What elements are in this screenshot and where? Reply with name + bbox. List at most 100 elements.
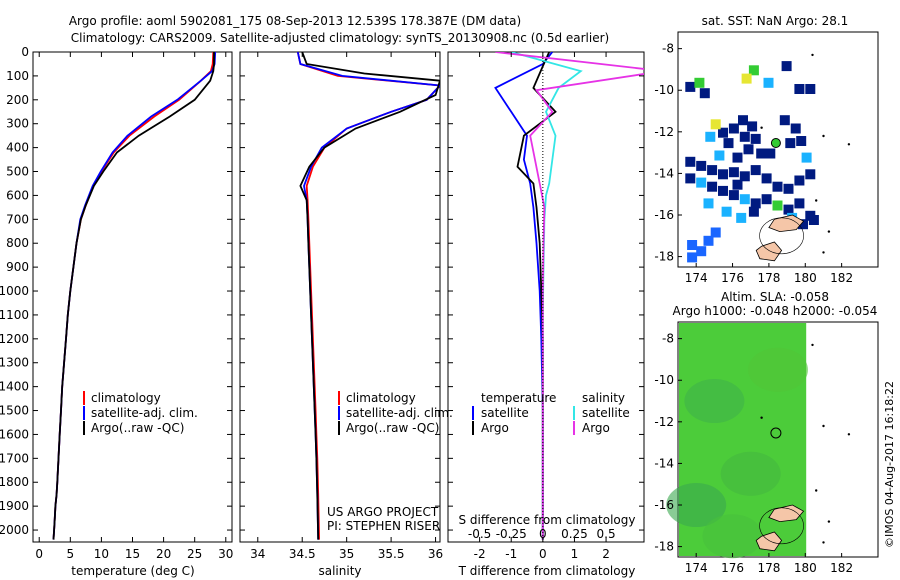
islet bbox=[847, 143, 851, 146]
series-line-salinity-2 bbox=[299, 52, 440, 540]
islet bbox=[815, 489, 818, 492]
x-tick-label: 0 bbox=[35, 547, 43, 561]
sst-cell bbox=[790, 123, 801, 134]
map-x-tick-label: 174 bbox=[685, 561, 708, 575]
island-shape bbox=[768, 504, 805, 523]
map-x-tick-label: 182 bbox=[830, 561, 853, 575]
legend-label-satellite: satellite-adj. clim. bbox=[346, 406, 453, 420]
sst-cell bbox=[728, 167, 739, 178]
legend-head-salinity: salinity bbox=[582, 391, 625, 405]
sla-anomaly-patch bbox=[684, 379, 745, 423]
credit-pi: PI: STEPHEN RISER bbox=[327, 519, 440, 533]
sla-anomaly-patch bbox=[720, 451, 781, 496]
x-tick-label: -1 bbox=[505, 547, 517, 561]
sst-cell bbox=[743, 144, 754, 155]
sst-cell bbox=[718, 185, 728, 196]
x-tick-label: 20 bbox=[156, 547, 171, 561]
difference-xlabel: T difference from climatology bbox=[458, 564, 636, 578]
map-y-tick-label: -10 bbox=[654, 83, 674, 97]
islet bbox=[760, 126, 763, 129]
map-y-tick-label: -14 bbox=[654, 166, 674, 180]
y-tick-label: 300 bbox=[6, 117, 29, 131]
x-tick-label: 35.5 bbox=[378, 547, 405, 561]
contour-line bbox=[759, 217, 804, 255]
map-y-tick-label: -12 bbox=[654, 415, 674, 429]
sst-cell bbox=[699, 88, 710, 99]
map-x-tick-label: 176 bbox=[721, 561, 744, 575]
sst-cell bbox=[763, 77, 774, 88]
sst-cell bbox=[685, 173, 696, 184]
y-tick-label: 1300 bbox=[0, 356, 29, 370]
sla-map-title: Altim. SLA: -0.058 bbox=[721, 290, 829, 304]
y-tick-label: 1100 bbox=[0, 308, 29, 322]
map-x-tick-label: 174 bbox=[685, 271, 708, 285]
difference-legend: temperature salinity satellite Argo sate… bbox=[472, 391, 630, 435]
difference-panel: -2 -1 0 1 2 S difference from climatology -0… bbox=[447, 51, 645, 578]
x-tick-label: 35 bbox=[339, 547, 354, 561]
sst-cell bbox=[761, 194, 772, 205]
map-y-tick-label: -10 bbox=[654, 373, 674, 387]
y-tick-label: 1700 bbox=[0, 451, 29, 465]
x-tick-label: 30 bbox=[218, 547, 233, 561]
sst-cell bbox=[741, 73, 752, 84]
map-y-tick-label: -16 bbox=[654, 498, 674, 512]
y-tick-label: 1000 bbox=[0, 284, 29, 298]
series-line-difference-3 bbox=[495, 52, 644, 540]
difference-xlabel-top: S difference from climatology bbox=[459, 513, 636, 527]
map-y-tick-label: -8 bbox=[662, 42, 674, 56]
imos-watermark: ©IMOS 04-Aug-2017 16:18:22 bbox=[883, 381, 896, 548]
x-tick-label: 2 bbox=[602, 547, 610, 561]
legend-label-argo: Argo(..raw -QC) bbox=[91, 421, 184, 435]
sst-cell bbox=[707, 165, 718, 176]
series-line-temperature-2 bbox=[52, 52, 215, 540]
legend-label-climatology: climatology bbox=[346, 391, 416, 405]
sst-cell bbox=[718, 169, 728, 180]
top-tick-label: -0.5 bbox=[468, 527, 491, 541]
figure-title-line2: Climatology: CARS2009. Satellite-adjuste… bbox=[71, 31, 609, 45]
sst-cell bbox=[738, 115, 748, 126]
top-tick-label: 0.25 bbox=[561, 527, 588, 541]
islet bbox=[822, 541, 825, 544]
y-tick-label: 400 bbox=[6, 141, 29, 155]
islet bbox=[822, 251, 825, 254]
x-tick-label: -2 bbox=[474, 547, 486, 561]
sla-anomaly-patch bbox=[748, 347, 808, 392]
sst-cell bbox=[707, 181, 718, 192]
islet bbox=[811, 343, 814, 347]
salinity-legend: climatology satellite-adj. clim. Argo(..… bbox=[338, 391, 453, 435]
temperature-xlabel: temperature (deg C) bbox=[71, 564, 194, 578]
map-x-tick-label: 182 bbox=[830, 271, 853, 285]
sla-anomaly-patch bbox=[702, 514, 763, 559]
legend-head-temperature: temperature bbox=[481, 391, 556, 405]
island-shape bbox=[755, 241, 783, 262]
sst-cell bbox=[696, 246, 707, 257]
islet bbox=[827, 230, 831, 233]
series-line-difference-1 bbox=[516, 52, 557, 540]
sst-cell bbox=[694, 77, 705, 88]
legend-label-climatology: climatology bbox=[91, 391, 161, 405]
sst-cell bbox=[748, 206, 759, 217]
y-tick-label: 1600 bbox=[0, 427, 29, 441]
sst-cell bbox=[685, 156, 696, 167]
sst-cell bbox=[783, 204, 794, 215]
sst-cell bbox=[739, 171, 750, 182]
series-line-salinity-1 bbox=[296, 52, 440, 540]
sst-cell bbox=[728, 190, 739, 201]
y-tick-label: 600 bbox=[6, 188, 29, 202]
x-tick-label: 10 bbox=[94, 547, 109, 561]
sst-cell bbox=[785, 138, 796, 149]
series-line-temperature-1 bbox=[52, 52, 217, 540]
top-tick-label: 0 bbox=[539, 527, 547, 541]
salinity-panel: 34 34.5 35 35.5 36 salinity climatology sate… bbox=[239, 51, 453, 578]
sst-cell bbox=[783, 183, 794, 194]
legend-label-argo: Argo(..raw -QC) bbox=[346, 421, 439, 435]
x-tick-label: 34.5 bbox=[289, 547, 316, 561]
sst-cell bbox=[805, 169, 816, 180]
sst-cell bbox=[739, 194, 750, 205]
islet bbox=[827, 520, 831, 523]
sst-map-title: sat. SST: NaN Argo: 28.1 bbox=[702, 14, 849, 28]
legend-label-s-satellite: satellite bbox=[582, 406, 630, 420]
sst-cell bbox=[750, 133, 761, 144]
y-tick-label: 500 bbox=[6, 165, 29, 179]
islet bbox=[847, 433, 851, 436]
